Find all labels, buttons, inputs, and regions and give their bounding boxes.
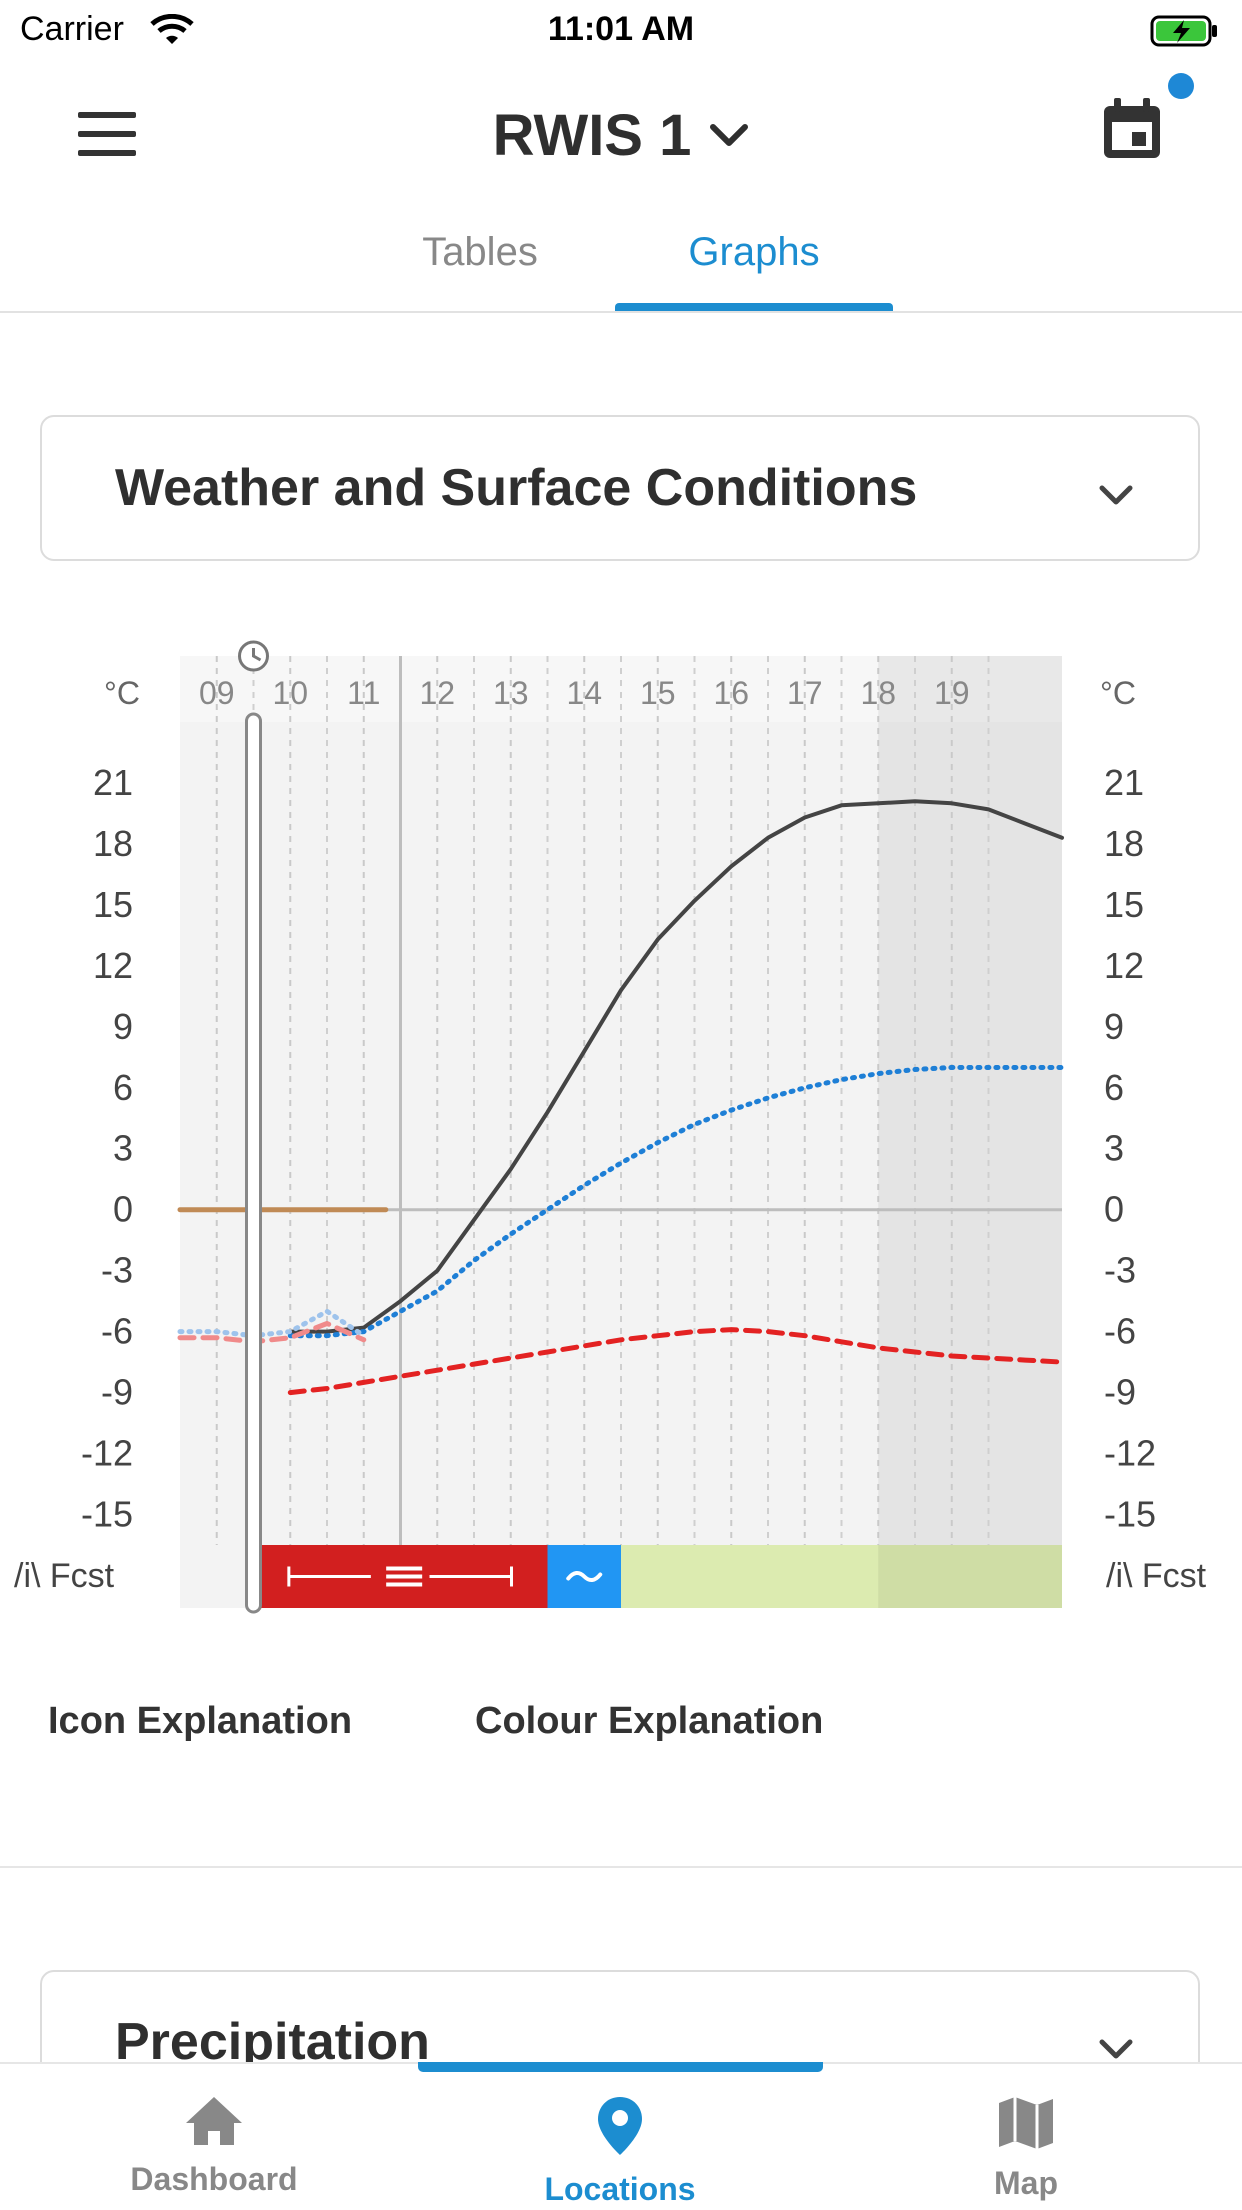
hour-label: 13 <box>493 675 529 711</box>
forecast-night-shade <box>878 1545 1062 1608</box>
y-tick-right: 12 <box>1104 945 1144 986</box>
y-tick-left: -3 <box>101 1250 133 1291</box>
y-tick-left: -6 <box>101 1311 133 1352</box>
map-icon <box>999 2097 1053 2149</box>
series-line <box>287 1065 1065 1339</box>
carrier-label: Carrier <box>20 10 124 48</box>
menu-icon[interactable] <box>78 112 136 156</box>
hour-label: 09 <box>199 675 235 711</box>
y-tick-left: 3 <box>113 1128 133 1169</box>
active-tab-indicator <box>615 303 893 311</box>
hour-label: 19 <box>934 675 970 711</box>
y-tick-right: 18 <box>1104 823 1144 864</box>
location-title: RWIS 1 <box>492 103 692 169</box>
y-tick-right: 21 <box>1104 762 1144 803</box>
y-tick-left: 21 <box>93 762 133 803</box>
tab-divider <box>0 311 1242 313</box>
hour-label: 17 <box>787 675 823 711</box>
hour-label: 12 <box>419 675 455 711</box>
notification-dot <box>1168 73 1194 99</box>
y-tick-right: 3 <box>1104 1128 1124 1169</box>
y-tick-left: 18 <box>93 823 133 864</box>
series-line <box>287 1327 1065 1396</box>
hour-label: 11 <box>347 675 380 711</box>
hour-label: 15 <box>640 675 676 711</box>
section-title: Precipitation <box>115 2013 430 2071</box>
unit-label-left: °C <box>104 675 140 711</box>
night-shading <box>878 656 1062 1608</box>
series-line <box>177 1308 367 1339</box>
chevron-down-icon[interactable] <box>1096 2036 1136 2062</box>
nav-label: Map <box>994 2165 1058 2201</box>
y-tick-right: -15 <box>1104 1494 1156 1535</box>
nav-locations[interactable]: Locations <box>470 2095 770 2208</box>
weather-section-header[interactable] <box>40 415 1200 561</box>
fog-icon <box>386 1566 423 1587</box>
y-tick-right: -12 <box>1104 1433 1156 1474</box>
y-tick-left: 12 <box>93 945 133 986</box>
location-selector[interactable]: RWIS 1 <box>0 98 1242 169</box>
nav-label: Locations <box>544 2171 696 2207</box>
time-scrubber-handle <box>245 712 262 1614</box>
series-line <box>288 799 1064 1334</box>
visibility-range-icon <box>287 1566 513 1587</box>
y-tick-left: 6 <box>113 1067 133 1108</box>
nav-label: Dashboard <box>130 2161 298 2197</box>
y-tick-right: 0 <box>1104 1189 1124 1230</box>
hour-label: 16 <box>713 675 749 711</box>
status-bar: Carrier 11:01 AM <box>0 0 1242 60</box>
y-tick-right: 15 <box>1104 884 1144 925</box>
hour-label: 14 <box>566 675 602 711</box>
series-line <box>177 1321 367 1345</box>
tab-tables[interactable]: Tables <box>422 230 538 274</box>
wifi-icon <box>150 14 194 44</box>
tab-graphs[interactable]: Graphs <box>688 230 820 274</box>
battery-icon <box>1150 15 1217 47</box>
hour-label: 18 <box>860 675 896 711</box>
y-tick-left: -9 <box>101 1372 133 1413</box>
fcst-label-right: /i\ Fcst <box>1106 1557 1207 1595</box>
y-tick-right: -3 <box>1104 1250 1136 1291</box>
chevron-down-icon[interactable] <box>1096 482 1136 508</box>
y-tick-left: -15 <box>81 1494 133 1535</box>
section-title: Weather and Surface Conditions <box>115 459 918 517</box>
colour-explanation-button[interactable]: Colour Explanation <box>475 1700 824 1742</box>
y-tick-right: 9 <box>1104 1006 1124 1047</box>
wet-icon <box>566 1571 603 1582</box>
nav-map[interactable]: Map <box>876 2095 1176 2202</box>
icon-explanation-button[interactable]: Icon Explanation <box>48 1700 353 1742</box>
y-tick-left: 9 <box>113 1006 133 1047</box>
home-icon <box>186 2097 242 2145</box>
calendar-icon[interactable] <box>1100 96 1164 160</box>
y-tick-left: 0 <box>113 1189 133 1230</box>
y-tick-left: 15 <box>93 884 133 925</box>
location-pin-icon <box>598 2097 642 2155</box>
nav-dashboard[interactable]: Dashboard <box>64 2095 364 2198</box>
clock-hands <box>252 648 262 662</box>
hour-label: 10 <box>272 675 308 711</box>
unit-label-right: °C <box>1100 675 1136 711</box>
clock: 11:01 AM <box>547 10 695 48</box>
y-tick-right: -9 <box>1104 1372 1136 1413</box>
section-divider <box>0 1866 1242 1868</box>
y-tick-left: -12 <box>81 1433 133 1474</box>
bottom-nav-indicator <box>418 2062 823 2072</box>
chevron-down-icon <box>710 123 749 146</box>
plot-area <box>180 722 1062 1545</box>
fcst-label-left: /i\ Fcst <box>14 1557 115 1595</box>
y-tick-right: -6 <box>1104 1311 1136 1352</box>
y-tick-right: 6 <box>1104 1067 1124 1108</box>
chart-header-bg <box>180 656 1062 722</box>
forecast-segment-dry <box>621 1545 1062 1608</box>
